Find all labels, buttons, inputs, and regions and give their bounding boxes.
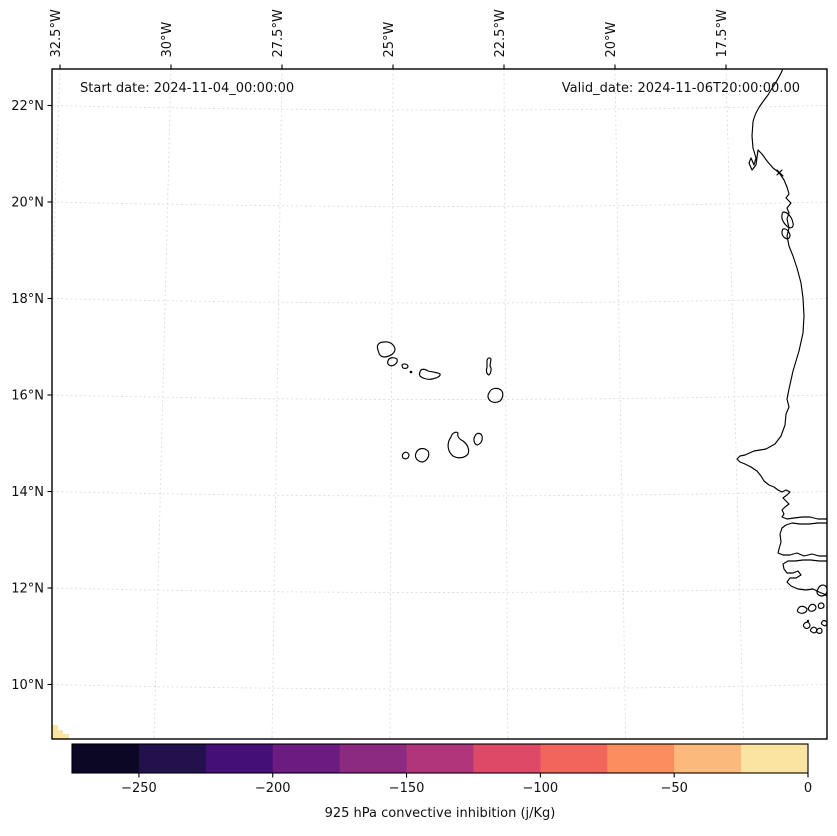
island-santa-luzia [401,363,409,369]
colorbar-tick-label: 0 [804,781,812,796]
parallel-gridline [52,394,827,400]
cin-contour-patch [52,725,69,739]
y-tick-label: 16°N [11,389,44,404]
colorbar-segment [674,744,742,773]
colorbar-border [71,743,809,774]
bijagos-island [817,602,825,609]
start-date-annotation: Start date: 2024-11-04_00:00:00 [80,81,294,96]
x-tick-label: 25°W [382,21,397,57]
island-santo-antao [376,341,396,358]
colorbar-segment [138,744,207,773]
bijagos-island [796,605,808,614]
bijagos-island [809,626,818,634]
meridian-gridline [271,69,283,739]
colorbar-segment [272,744,341,773]
meridian-gridline [614,69,627,739]
colorbar-tick-label: −50 [660,781,687,796]
map-gridlines [52,69,827,739]
colorbar-segment [540,744,608,773]
y-tick-label: 10°N [11,678,44,693]
colorbar-tick-label: −200 [255,781,291,796]
parallel-gridline [52,298,827,304]
meridian-gridline [153,69,172,739]
colorbar-ticks: −250 −200 −150 −100 −50 0 [121,773,812,796]
x-tick-label: 20°W [604,21,619,57]
cape-verde-islands [376,341,504,463]
colorbar-segment [607,744,675,773]
y-tick-label: 14°N [11,485,44,500]
x-tick-label: 17.5°W [715,9,730,57]
meridian-gridline [389,69,394,739]
plot-border [51,68,828,740]
colorbar-tick-label: −150 [389,781,425,796]
y-axis-left: 22°N 20°N 18°N 16°N 14°N 12°N 10°N [11,99,52,693]
meridian-gridline [503,69,509,739]
colorbar [72,744,809,773]
island-sao-nicolau [418,368,441,380]
y-tick-label: 22°N [11,99,44,114]
banc-arguin-islets [776,169,794,240]
parallel-gridline [52,201,827,207]
bijagos-islet-dot [806,619,810,623]
parallel-gridline [52,105,827,111]
bijagos-archipelago [796,584,827,634]
island-sal [485,357,492,376]
meridian-gridline [725,69,744,739]
x-tick-label: 27.5°W [271,9,286,57]
colorbar-segment [406,744,474,773]
x-tick-label: 22.5°W [493,9,508,57]
colorbar-segment [205,744,274,773]
island-sao-vicente [387,357,398,367]
parallel-gridline [52,491,827,497]
colorbar-segment [72,744,140,773]
coastline-west-africa [736,69,827,597]
island-maio [473,432,483,446]
y-tick-label: 18°N [11,292,44,307]
parallel-gridline [52,684,827,690]
island-brava [401,451,410,460]
bijagos-island [820,620,827,627]
y-tick-label: 12°N [11,582,44,597]
islet-dot [409,370,413,374]
colorbar-tick-label: −100 [523,781,559,796]
y-tick-label: 20°N [11,196,44,211]
coastlines-layer [376,69,827,634]
parallel-gridline [52,587,827,593]
bijagos-island [807,603,817,612]
colorbar-label: 925 hPa convective inhibition (j/Kg) [325,806,556,821]
bijagos-island [802,621,811,629]
bijagos-island [816,584,827,597]
colorbar-segment [741,744,809,773]
colorbar-segment [473,744,541,773]
x-axis-top: 32.5°W 30°W 27.5°W 25°W 22.5°W 20°W 17.5°W [49,9,730,69]
meridian-gridline [52,69,61,308]
bijagos-island [815,627,823,634]
x-tick-label: 30°W [160,21,175,57]
x-tick-label: 32.5°W [49,9,64,57]
colorbar-segment [339,744,408,773]
island-fogo [414,447,430,463]
valid-date-annotation: Valid_date: 2024-11-06T20:00:00.00 [562,81,800,96]
colorbar-tick-label: −250 [121,781,157,796]
island-santiago [447,431,470,459]
island-boa-vista [487,387,504,403]
